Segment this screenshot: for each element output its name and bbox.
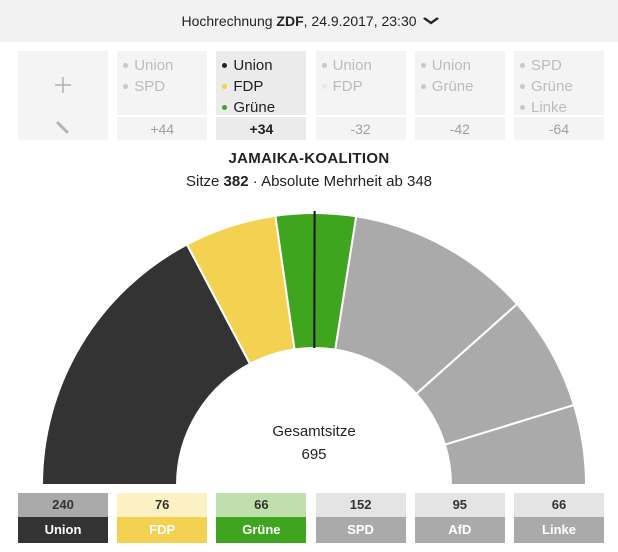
coalition-party: Linke <box>520 97 573 118</box>
party-box-grüne[interactable]: 66 Grüne <box>216 493 307 543</box>
coalition-card[interactable]: Union Grüne -42 <box>414 51 505 140</box>
party-seats: 66 <box>514 493 604 517</box>
seats-label: Sitze <box>185 173 220 190</box>
party-dot-icon <box>222 84 228 89</box>
plus-icon[interactable] <box>18 69 108 103</box>
party-box-linke[interactable]: 66 Linke <box>514 493 604 543</box>
coalition-party-name: Grüne <box>431 78 474 95</box>
coalition-party-name: Union <box>431 57 471 74</box>
coalition-party-name: FDP <box>233 78 264 95</box>
coalition-party-name: Grüne <box>233 99 276 116</box>
coalition-party-name: Grüne <box>531 78 573 95</box>
party-dot-icon <box>420 84 426 89</box>
party-dot-icon <box>222 63 228 68</box>
coalition-party: SPD <box>520 55 573 76</box>
coalition-party: Union <box>222 55 275 76</box>
party-seat-legend: 240 Union 76 FDP 66 Grüne 152 SPD 95 AfD 66 Linke <box>18 493 604 543</box>
coalition-party: Grüne <box>222 97 275 118</box>
party-name: AfD <box>414 517 505 543</box>
party-seats: 76 <box>117 493 208 517</box>
party-dot-icon <box>520 105 525 110</box>
coalition-parties: Union SPD <box>123 55 173 97</box>
coalition-party: Grüne <box>520 76 573 97</box>
party-box-spd[interactable]: 152 SPD <box>315 493 406 543</box>
party-name: Grüne <box>216 517 307 543</box>
coalition-party: SPD <box>123 76 173 97</box>
coalition-party: Union <box>420 55 474 76</box>
coalition-party: Union <box>123 55 173 76</box>
party-dot-icon <box>222 105 228 110</box>
coalition-diff: -32 <box>315 115 406 140</box>
coalition-parties: SPD Grüne Linke <box>520 55 573 118</box>
total-seats-label: Gesamtsitze <box>272 423 355 440</box>
seat-distribution-chart: Gesamtsitze 695 <box>40 210 588 486</box>
coalition-party: FDP <box>321 76 372 97</box>
coalition-party-name: Union <box>233 57 273 74</box>
coalition-party-name: SPD <box>134 78 166 95</box>
coalition-seats: Sitze 382 · Absolute Mehrheit ab 348 <box>185 173 433 190</box>
coalition-party: FDP <box>222 76 275 97</box>
coalition-parties: Union Grüne <box>420 55 474 97</box>
coalition-summary: JAMAIKA-KOALITION Sitze 382 · Absolute M… <box>0 150 618 190</box>
party-name: Union <box>18 517 108 543</box>
seats-value: 382 <box>223 173 249 190</box>
party-seats: 66 <box>216 493 307 517</box>
chevron-down-icon[interactable] <box>422 14 439 28</box>
coalition-party: Union <box>321 55 372 76</box>
party-box-union[interactable]: 240 Union <box>18 493 108 543</box>
coalition-parties: Union FDP Grüne <box>222 55 275 118</box>
coalition-party-name: Union <box>134 57 174 74</box>
forecast-selector[interactable]: Hochrechnung ZDF, 24.9.2017, 23:30 <box>0 0 618 42</box>
party-name: FDP <box>117 517 208 543</box>
forecast-source: ZDF <box>276 13 304 29</box>
coalition-card[interactable]: Union SPD +44 <box>117 51 208 140</box>
coalition-card[interactable]: Union FDP -32 <box>315 51 406 140</box>
coalition-diff: -64 <box>514 115 604 140</box>
coalition-party: Grüne <box>420 76 474 97</box>
coalition-diff: +34 <box>216 115 307 140</box>
coalition-party-name: Union <box>332 57 372 74</box>
majority-text: Absolute Mehrheit ab 348 <box>261 173 433 190</box>
coalition-title: JAMAIKA-KOALITION <box>228 150 390 167</box>
coalition-card[interactable]: Union FDP Grüne +34 <box>216 51 307 140</box>
party-dot-icon <box>520 84 525 89</box>
party-dot-icon <box>321 84 327 89</box>
forecast-datetime: , 24.9.2017, 23:30 <box>303 13 417 29</box>
forecast-prefix: Hochrechnung <box>181 13 273 29</box>
party-box-fdp[interactable]: 76 FDP <box>117 493 208 543</box>
seat-segment-linke[interactable] <box>443 403 588 486</box>
party-name: Linke <box>514 517 604 543</box>
total-seats-value: 695 <box>301 446 326 463</box>
party-dot-icon <box>520 63 525 68</box>
party-seats: 152 <box>315 493 406 517</box>
party-dot-icon <box>123 84 129 89</box>
coalition-diff: -42 <box>414 115 505 140</box>
coalition-parties: Union FDP <box>321 55 372 97</box>
party-box-afd[interactable]: 95 AfD <box>414 493 505 543</box>
custom-coalition-card[interactable] <box>18 51 108 140</box>
party-seats: 95 <box>414 493 505 517</box>
coalition-diff: +44 <box>117 115 208 140</box>
coalition-party-name: FDP <box>332 78 363 95</box>
coalition-party-name: Linke <box>531 99 567 116</box>
seat-segment-union[interactable] <box>40 243 252 486</box>
coalition-card[interactable]: SPD Grüne Linke -64 <box>514 51 604 140</box>
coalition-party-name: SPD <box>531 57 562 74</box>
party-dot-icon <box>321 63 327 68</box>
party-dot-icon <box>123 63 129 68</box>
party-name: SPD <box>315 517 406 543</box>
party-seats: 240 <box>18 493 108 517</box>
party-dot-icon <box>420 63 426 68</box>
coalition-selector: Union SPD +44 Union FDP Grüne +34 Union FDP -32 Un… <box>18 51 604 140</box>
pencil-icon[interactable] <box>18 115 108 140</box>
